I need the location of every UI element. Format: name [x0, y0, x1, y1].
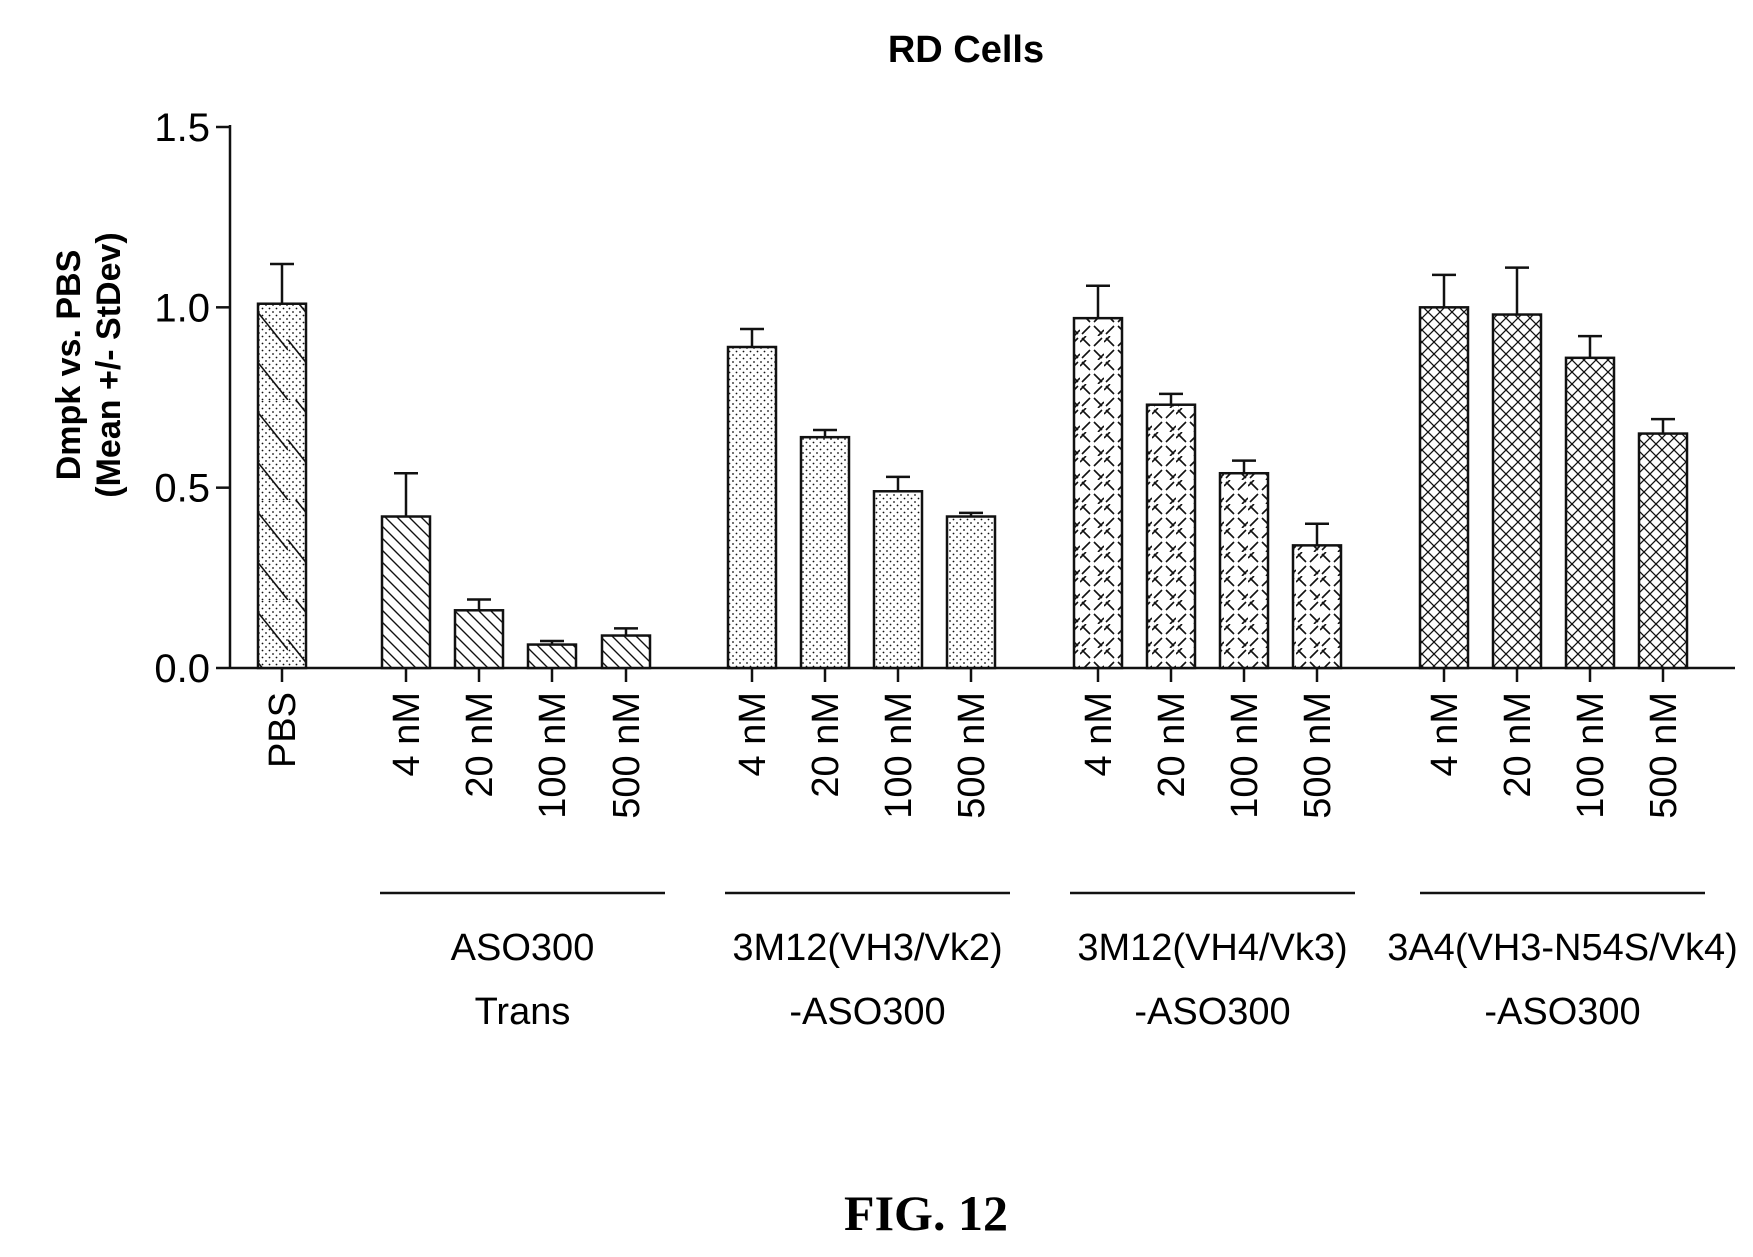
group-label: Trans	[475, 991, 571, 1033]
x-tick-label: 4 nM	[1424, 692, 1466, 776]
y-tick-label: 0.5	[154, 467, 210, 511]
bar	[945, 515, 997, 670]
y-tick-label: 1.0	[154, 286, 210, 330]
plot-area: 0.0 0.5 1.0 1.5 PBS 4 nM 20 nM 100 nM 500 nM ASO3…	[154, 106, 1737, 1033]
group-label: ASO300	[451, 927, 595, 969]
x-tick-label: 100 nM	[878, 692, 920, 819]
group-label: 3A4(VH3-N54S/Vk4)	[1387, 927, 1738, 969]
group-label: 3M12(VH3/Vk2)	[732, 927, 1002, 969]
bar	[1145, 403, 1197, 670]
x-tick-label: 4 nM	[1078, 692, 1120, 776]
x-tick-label: 500 nM	[606, 692, 648, 819]
x-tick-label: 100 nM	[1224, 692, 1266, 819]
x-tick-label: 100 nM	[1570, 692, 1612, 819]
figure-label: FIG. 12	[844, 1185, 1008, 1241]
x-tick-label: 20 nM	[805, 692, 847, 798]
bar	[453, 609, 505, 670]
x-tick-label: 500 nM	[951, 692, 993, 819]
bar	[1418, 306, 1470, 670]
y-axis-label: Dmpk vs. PBS (Mean +/- StDev)	[50, 232, 128, 497]
group-label: -ASO300	[1134, 991, 1290, 1033]
x-tick-label: 20 nM	[1497, 692, 1539, 798]
bar	[872, 490, 924, 670]
x-tick-label: 20 nM	[459, 692, 501, 798]
y-axis-label-line-2: (Mean +/- StDev)	[90, 232, 128, 497]
x-tick-label: 4 nM	[732, 692, 774, 776]
bar	[726, 345, 778, 670]
group-label: 3M12(VH4/Vk3)	[1077, 927, 1347, 969]
x-tick-label: 500 nM	[1297, 692, 1339, 819]
y-tick-label: 1.5	[154, 106, 210, 150]
bar	[1072, 316, 1124, 670]
x-tick-label: 4 nM	[386, 692, 428, 776]
bar	[380, 515, 432, 670]
group-label: -ASO300	[1484, 991, 1640, 1033]
y-tick-label: 0.0	[154, 647, 210, 691]
bar	[1291, 544, 1343, 670]
bar	[526, 643, 578, 670]
bar	[799, 435, 851, 670]
bar	[600, 634, 652, 670]
bar	[1564, 356, 1616, 670]
x-tick-label: 100 nM	[532, 692, 574, 819]
group-label: -ASO300	[789, 991, 945, 1033]
bar	[1637, 432, 1689, 670]
x-tick-label: 500 nM	[1643, 692, 1685, 819]
chart-title: RD Cells	[888, 29, 1044, 71]
bar	[1218, 471, 1270, 670]
bar	[256, 302, 308, 670]
x-tick-label: PBS	[262, 692, 304, 768]
bar	[1491, 313, 1543, 670]
x-tick-label: 20 nM	[1151, 692, 1193, 798]
y-axis-label-line-1: Dmpk vs. PBS	[50, 250, 88, 481]
